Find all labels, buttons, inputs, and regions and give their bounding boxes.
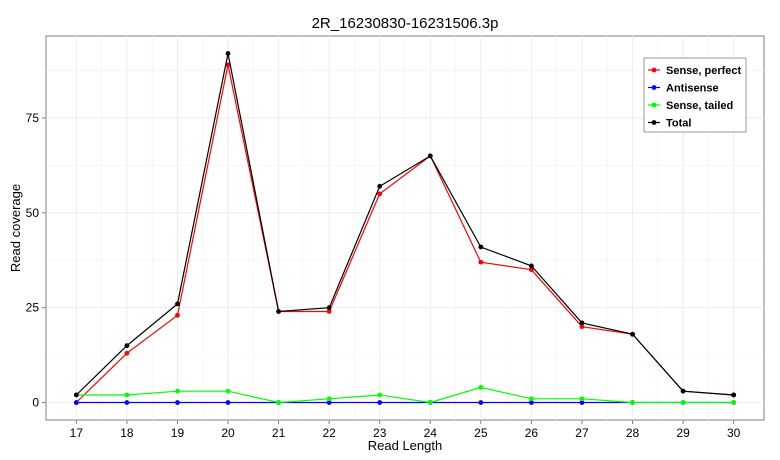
x-tick-label: 19 [171,426,185,440]
data-point [427,153,433,159]
legend-box [643,57,747,133]
data-point [326,305,332,311]
data-point [175,388,180,394]
legend-key-point [651,120,657,125]
legend-key-point [651,102,657,108]
data-point [529,263,534,269]
series-layer [73,51,737,405]
chart-title: 2R_16230830-16231506.3p [312,15,499,32]
data-point [124,392,130,398]
data-point [225,51,231,56]
series-3 [73,51,737,398]
legend-item: Sense, tailed [648,100,733,112]
data-point [326,309,332,314]
y-tick-label: 50 [26,206,40,220]
legend-item: Sense, perfect [648,65,742,77]
y-tick-label: 25 [26,301,40,315]
data-point [175,400,180,405]
x-tick-label: 21 [272,426,286,440]
x-tick-label: 23 [373,426,387,440]
grid [46,36,764,420]
legend-key-point [651,67,657,73]
legend-item: Total [648,118,691,130]
data-point [731,392,737,398]
series-2 [73,384,737,405]
x-tick-label: 20 [221,426,235,440]
data-point [225,388,231,394]
data-point [680,400,686,405]
legend-label: Total [666,118,691,130]
data-point [377,400,383,405]
y-tick-label: 75 [26,111,40,125]
x-tick-label: 26 [525,426,539,440]
data-point [478,384,484,390]
x-tick-label: 30 [727,426,741,440]
legend-item: Antisense [648,83,719,95]
data-point [529,396,534,402]
data-point [73,392,79,398]
data-point [175,301,180,307]
data-point [377,191,383,197]
data-point [579,320,585,326]
data-point [478,244,484,250]
data-point [124,343,130,349]
series-line [76,386,734,404]
x-tick-label: 25 [474,426,488,440]
data-point [276,309,281,314]
data-point [175,312,180,318]
legend-label: Sense, tailed [666,100,733,112]
x-tick-label: 22 [322,426,336,440]
x-axis-label: Read Length [368,438,442,453]
x-tick-label: 24 [424,426,438,440]
x-tick-label: 28 [626,426,640,440]
legend-label: Antisense [666,83,719,95]
x-tick-label: 18 [120,426,134,440]
data-point [225,400,231,405]
data-point [630,331,635,337]
y-axis: 0 25 50 75 [26,111,46,410]
data-point [529,267,534,273]
data-point [73,400,79,405]
data-point [377,183,383,189]
data-point [326,400,332,405]
data-point [377,392,383,398]
y-tick-label: 0 [32,396,39,410]
data-point [579,324,585,330]
data-point [579,396,585,402]
x-tick-label: 17 [70,426,84,440]
data-point [579,400,585,405]
data-point [225,62,231,68]
data-point [427,400,433,405]
legend: Sense, perfect Antisense Sense, tailed Tota… [643,57,747,133]
data-point [478,259,484,265]
data-point [326,396,332,402]
data-point [124,400,130,405]
x-axis: 17 18 19 20 21 22 23 24 25 26 27 28 29 30 [70,420,741,440]
data-point [731,400,737,405]
data-point [680,388,686,394]
legend-key-point [651,85,657,90]
data-point [124,350,130,356]
x-tick-label: 27 [575,426,589,440]
y-axis-label: Read coverage [8,184,23,272]
series-line [75,53,734,396]
data-point [276,400,281,405]
data-point [529,400,534,405]
series-line [75,64,734,403]
data-point [478,400,484,405]
legend-label: Sense, perfect [666,65,742,77]
data-point [630,400,635,405]
x-tick-label: 29 [676,426,690,440]
